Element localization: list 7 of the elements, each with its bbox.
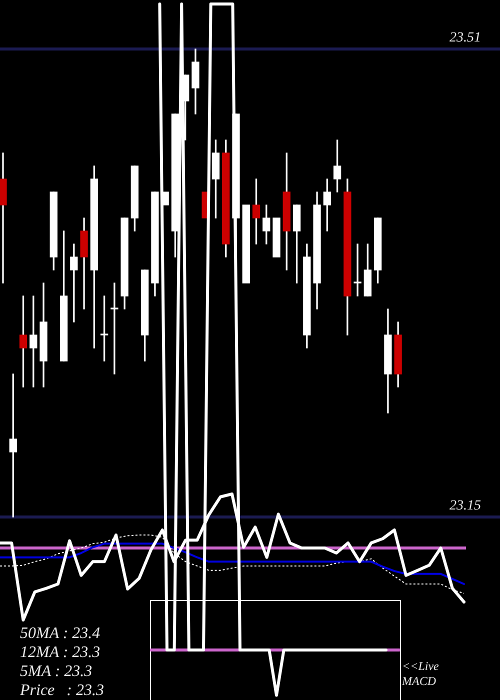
y-tick-label: 23.15 — [450, 498, 481, 514]
text: <<Live MACD — [401, 659, 440, 688]
text: Price : 23.3 — [19, 682, 104, 699]
text: 12MA : 23.3 — [20, 644, 100, 661]
text: 5MA : 23.3 — [20, 663, 92, 680]
y-tick-label: 23.51 — [450, 30, 481, 46]
text: 50MA : 23.4 — [20, 625, 100, 642]
